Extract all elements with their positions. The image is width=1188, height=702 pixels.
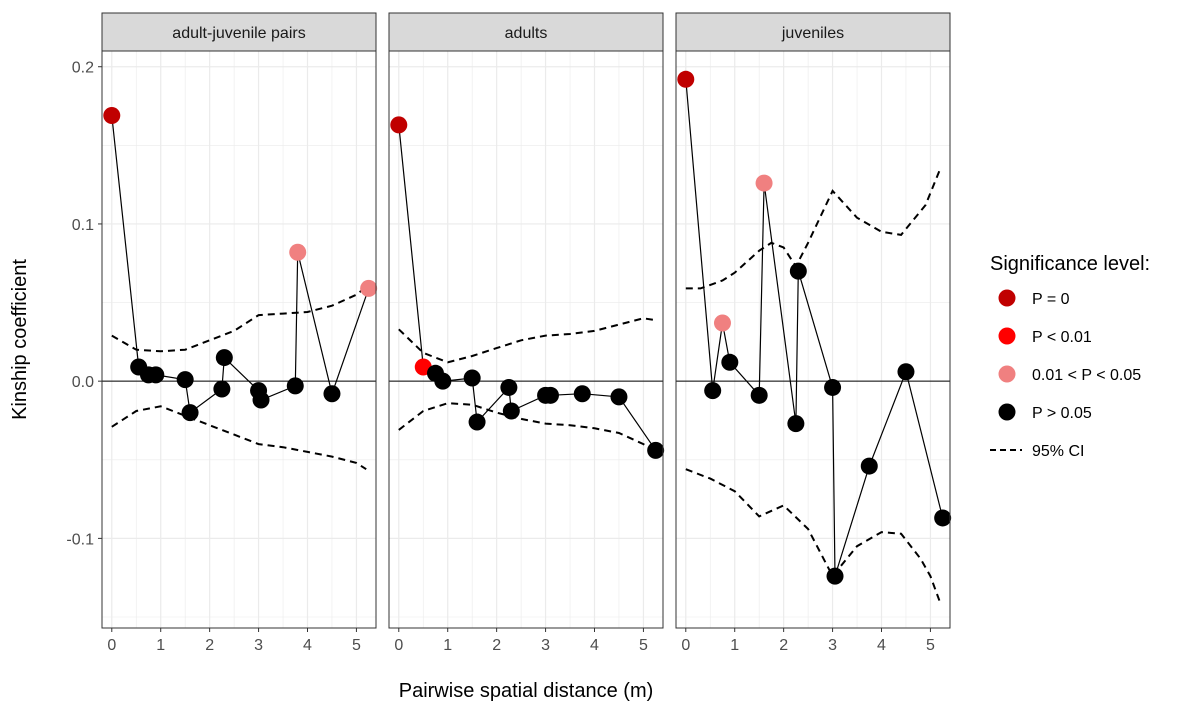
x-tick-label: 4: [303, 637, 312, 654]
data-point: [390, 116, 408, 134]
panel-background: [389, 51, 663, 628]
x-tick-label: 0: [681, 637, 690, 654]
facet-title: adults: [505, 25, 548, 42]
data-point: [824, 378, 842, 396]
x-tick-label: 0: [394, 637, 403, 654]
data-point: [289, 243, 307, 261]
panel-0: adult-juvenile pairs 0 1 2 3 4 5: [101, 12, 378, 654]
data-point: [713, 314, 731, 332]
ci-lower-line: [111, 405, 367, 471]
panel-border: [675, 50, 951, 629]
legend-label: P = 0: [1032, 291, 1070, 308]
x-tick-label: 5: [352, 637, 361, 654]
data-point: [755, 174, 773, 192]
data-point: [181, 404, 199, 422]
panel-border: [388, 50, 664, 629]
y-axis-title: Kinship coefficient: [9, 259, 31, 420]
x-tick-label: 3: [541, 637, 550, 654]
x-tick-label: 3: [254, 637, 263, 654]
data-point: [502, 402, 520, 420]
x-tick-label: 2: [492, 637, 501, 654]
x-tick-label: 4: [877, 637, 886, 654]
x-axis-title: Pairwise spatial distance (m): [399, 680, 654, 702]
data-point: [463, 369, 481, 387]
legend-item-ci: 95% CI: [990, 443, 1084, 460]
data-point: [541, 386, 559, 404]
data-point: [147, 366, 165, 384]
y-tick-label: -0.1: [66, 531, 94, 548]
data-point: [176, 371, 194, 389]
data-point: [704, 382, 722, 400]
panel-border: [101, 50, 377, 629]
x-tick-label: 2: [205, 637, 214, 654]
facet-strip: [101, 12, 377, 52]
data-point: [103, 106, 121, 124]
facet-strip: [675, 12, 951, 52]
data-point: [610, 388, 628, 406]
data-point: [215, 349, 233, 367]
x-tick-label: 3: [828, 637, 837, 654]
data-point: [573, 385, 591, 403]
data-point: [789, 262, 807, 280]
legend-item-ns: P > 0.05: [998, 403, 1092, 422]
panel-1: adults 0 1 2 3 4 5: [388, 12, 665, 654]
legend-label: 95% CI: [1032, 443, 1084, 460]
data-point: [826, 567, 844, 585]
legend-label: P > 0.05: [1032, 405, 1092, 422]
y-axis: 0.2 0.1 0.0 -0.1: [66, 60, 102, 548]
panel-background: [676, 51, 950, 628]
ci-upper-line: [111, 286, 367, 353]
data-point: [787, 415, 805, 433]
x-tick-label: 2: [779, 637, 788, 654]
x-tick-label: 1: [730, 637, 739, 654]
y-tick-label: 0.0: [72, 374, 94, 391]
data-point: [934, 509, 952, 527]
legend-key-point: [998, 403, 1016, 421]
data-point: [286, 377, 304, 395]
facet-strip: [388, 12, 664, 52]
legend: Significance level: P = 0 P < 0.01 0.01 < …: [990, 253, 1150, 460]
data-point: [750, 386, 768, 404]
x-tick-label: 0: [107, 637, 116, 654]
data-point: [500, 378, 518, 396]
legend-key-point: [998, 289, 1016, 307]
y-tick-label: 0.1: [72, 217, 94, 234]
x-tick-label: 5: [639, 637, 648, 654]
data-point: [434, 372, 452, 390]
data-point: [677, 70, 695, 88]
ci-lower-line: [398, 402, 654, 452]
x-tick-label: 5: [926, 637, 935, 654]
legend-label: 0.01 < P < 0.05: [1032, 367, 1141, 384]
data-point: [252, 391, 270, 409]
ci-lines: [111, 286, 367, 471]
legend-item-p0: P = 0: [998, 289, 1070, 308]
data-point: [360, 279, 378, 297]
ci-upper-line: [398, 317, 654, 364]
data-point: [721, 353, 739, 371]
legend-item-p005: 0.01 < P < 0.05: [998, 365, 1141, 384]
data-point: [323, 385, 341, 403]
facet-title: juveniles: [781, 25, 844, 42]
legend-key-point: [998, 365, 1016, 383]
ci-lower-line: [685, 468, 942, 604]
facet-title: adult-juvenile pairs: [172, 25, 305, 42]
x-tick-label: 1: [443, 637, 452, 654]
data-point: [468, 413, 486, 431]
x-tick-label: 4: [590, 637, 599, 654]
panel-background: [102, 51, 376, 628]
data-point: [860, 457, 878, 475]
x-tick-label: 1: [156, 637, 165, 654]
ci-lines: [398, 317, 654, 452]
legend-title: Significance level:: [990, 253, 1150, 275]
panel-2: juveniles 0 1 2 3 4 5: [675, 12, 952, 654]
data-point: [897, 363, 915, 381]
data-point: [647, 441, 665, 459]
legend-label: P < 0.01: [1032, 329, 1092, 346]
legend-item-p001: P < 0.01: [998, 327, 1092, 346]
legend-key-point: [998, 327, 1016, 345]
data-point: [213, 380, 231, 398]
y-tick-label: 0.2: [72, 60, 94, 77]
